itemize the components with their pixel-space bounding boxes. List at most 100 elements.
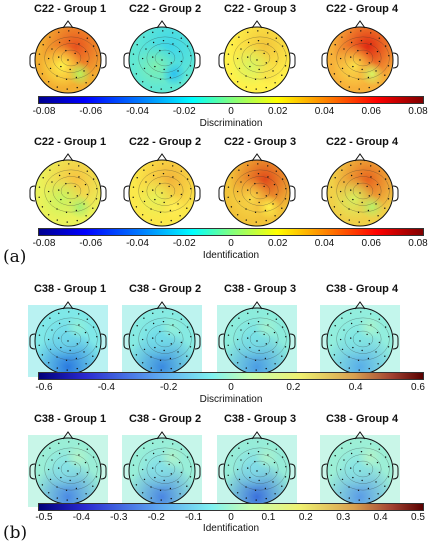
map-title: C22 - Group 2	[128, 136, 202, 148]
electrode	[350, 174, 353, 177]
electrode	[68, 441, 70, 443]
electrode	[69, 349, 71, 352]
electrode	[152, 56, 154, 58]
electrode	[267, 324, 269, 326]
electrode	[366, 185, 368, 188]
colorbar-tick-label: 0.4	[348, 382, 363, 393]
colorbar-tick-label: -0.2	[160, 382, 178, 393]
electrode	[41, 206, 44, 208]
contour-line	[146, 43, 184, 73]
electrode	[273, 331, 276, 334]
nose	[251, 301, 263, 310]
electrode	[177, 70, 179, 72]
right-ear	[289, 463, 296, 480]
electrode	[162, 441, 164, 443]
electrode	[186, 74, 188, 76]
electrode	[186, 45, 189, 47]
electrode	[265, 62, 267, 64]
electrode	[384, 355, 386, 357]
electrode	[152, 312, 154, 315]
electrode	[350, 467, 352, 469]
electrode	[49, 67, 52, 70]
colorbar-tick-label: -0.08	[32, 106, 56, 117]
electrode	[92, 326, 95, 328]
electrode	[360, 163, 362, 165]
electrode	[333, 354, 336, 356]
electrode	[387, 346, 390, 348]
contour-line	[44, 317, 98, 361]
electrode	[67, 340, 69, 342]
topomap	[218, 153, 296, 227]
topomap	[122, 431, 202, 507]
electrode	[368, 497, 370, 500]
electrode	[267, 165, 269, 167]
electrode	[180, 193, 183, 196]
colorbar-tick-label: 0.06	[361, 106, 381, 117]
electrode	[51, 459, 53, 461]
electrode	[245, 367, 247, 369]
electrode	[330, 464, 333, 466]
electrode	[38, 53, 41, 55]
electrode	[257, 450, 260, 453]
topomap	[28, 431, 108, 507]
electrode	[172, 454, 174, 456]
electrode	[68, 450, 71, 453]
panel-label-b: (b)	[3, 523, 28, 543]
electrode	[366, 333, 368, 336]
electrode	[358, 221, 360, 223]
electrode	[67, 59, 69, 61]
electrode	[384, 178, 387, 180]
electrode	[179, 82, 181, 84]
electrode	[68, 172, 71, 175]
electrode	[135, 354, 138, 356]
electrode	[254, 182, 256, 185]
electrode	[378, 60, 381, 63]
electrode	[334, 325, 336, 327]
contour-line	[146, 176, 184, 206]
contour-line	[344, 454, 382, 484]
electrode	[275, 170, 278, 172]
electrode	[240, 181, 242, 183]
electrode	[330, 344, 332, 346]
electrode	[264, 487, 267, 490]
electrode	[78, 165, 80, 167]
contour-line	[52, 43, 90, 73]
electrode	[154, 346, 156, 349]
electrode	[67, 470, 69, 472]
electrode	[96, 55, 98, 57]
electrode	[254, 359, 257, 362]
colorbar-tick-label: -0.06	[79, 238, 103, 249]
electrode	[143, 478, 146, 481]
electrode	[333, 73, 336, 75]
electrode	[378, 471, 381, 474]
electrode	[83, 203, 85, 205]
electrode	[84, 50, 87, 53]
electrode	[236, 338, 239, 341]
electrode	[227, 63, 229, 65]
electrode	[348, 486, 350, 488]
electrode	[360, 311, 362, 313]
electrode	[186, 178, 189, 180]
electrode	[60, 476, 62, 479]
nose	[354, 431, 366, 440]
electrode	[141, 57, 144, 60]
topomap-blob	[66, 315, 90, 339]
electrode	[56, 486, 58, 488]
electrode	[339, 57, 342, 60]
electrode	[160, 221, 162, 223]
electrode	[76, 367, 78, 370]
electrode	[186, 456, 189, 458]
colorbar-tick-label: 0.1	[261, 512, 276, 523]
electrode	[245, 486, 247, 488]
electrode	[159, 460, 161, 463]
left-ear	[123, 463, 130, 480]
topomap-blob	[255, 315, 279, 339]
nose	[62, 20, 74, 29]
electrode	[350, 322, 353, 325]
right-ear	[392, 333, 399, 350]
electrode	[136, 44, 138, 46]
right-ear	[289, 52, 296, 69]
electrode	[256, 470, 258, 472]
contour-line	[60, 460, 82, 478]
electrode	[281, 207, 283, 209]
